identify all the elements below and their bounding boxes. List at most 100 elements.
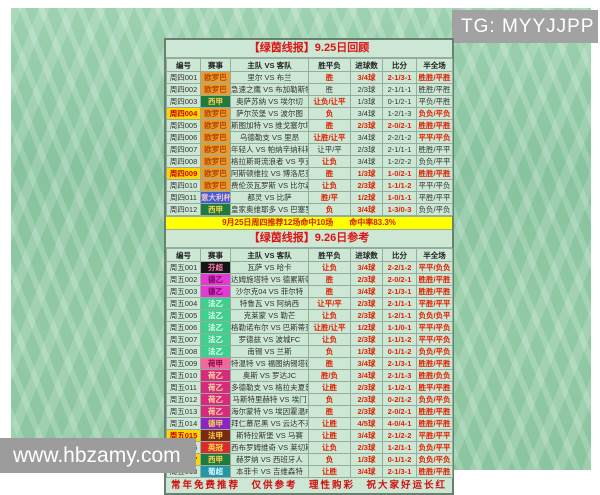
wdl-cell: 胜 — [308, 119, 351, 132]
match-row: 周五001 芬超 瓦萨 VS 哈卡 让负 3/4球 2-2/1-2 平平/负负 — [166, 261, 453, 274]
score-cell: 2-0/2-1 — [382, 119, 417, 132]
htft-cell: 胜胜/平胜 — [416, 83, 453, 96]
match-row: 周四004 欧罗巴 萨尔茨堡 VS 波尔图负 3/4球 1-2/1-3 负负/平负 — [166, 107, 453, 120]
goals-cell: 2/3球 — [350, 119, 383, 132]
match-teams-cell: 乌德勒支 VS 里昂 — [230, 131, 309, 144]
match-teams-cell: 达姆施塔特 VS 德累斯顿 — [230, 273, 309, 286]
column-header: 赛事 — [200, 58, 231, 72]
row-id-cell: 周四006 — [166, 131, 201, 144]
column-header: 进球数 — [350, 248, 383, 262]
htft-cell: 平负/平胜 — [416, 95, 453, 108]
row-id-cell: 周五009 — [166, 357, 201, 370]
wdl-cell: 让负/让平 — [308, 95, 351, 108]
score-cell: 1-3/0-3 — [382, 203, 417, 216]
league-badge: 法甲 — [200, 429, 231, 442]
score-cell: 2-1/2-2 — [382, 429, 417, 442]
wdl-cell: 负 — [308, 453, 351, 466]
row-id-cell: 周五001 — [166, 261, 201, 274]
match-row: 周四010 欧罗巴 费伦茨瓦罗斯 VS 比尔森 让负 2/3球 1-1/1-2 平平/平负 — [166, 179, 453, 192]
goals-cell: 3/4球 — [350, 107, 383, 120]
column-header: 比分 — [382, 58, 417, 72]
score-cell: 0-1/1-2 — [382, 453, 417, 466]
htft-cell: 胜胜/平胜 — [416, 357, 453, 370]
htft-cell: 负负/平平 — [416, 441, 453, 454]
match-teams-cell: 多德勒支 VS 格拉夫夏普 — [230, 381, 309, 394]
match-row: 周五015 法甲 斯特拉斯堡 VS 马赛 让胜 3/4球 2-1/2-2 平胜/平平 — [166, 429, 453, 442]
league-badge: 西甲 — [200, 453, 231, 466]
match-teams-cell: 奥斯 VS 罗达JC — [230, 369, 309, 382]
hit-rate-banner: 9月25日周四推荐12场命中10场 命中率83.3% — [166, 216, 452, 230]
footer-disclaimer: 常年免费推荐 仅供参考 理性购彩 祝大家好运长红 — [170, 480, 447, 491]
wdl-cell: 胜/负 — [308, 369, 351, 382]
review-table-header-row: 编号 赛事 主队 VS 客队 胜平负 进球数 比分 半全场 — [166, 58, 453, 72]
goals-cell: 2/3球 — [350, 143, 383, 156]
column-header: 半全场 — [416, 58, 453, 72]
htft-cell: 胜胜/负负 — [416, 369, 453, 382]
league-badge: 欧罗巴 — [200, 119, 231, 132]
score-cell: 2-1/1-1 — [382, 297, 417, 310]
goals-cell: 1/2球 — [350, 321, 383, 334]
wdl-cell: 胜/平 — [308, 191, 351, 204]
htft-cell: 平胜/平平 — [416, 191, 453, 204]
tip-sheet: 【绿茵线报】9.25日回顾 编号 赛事 主队 VS 客队 胜平负 进球数 比分 半全场 周四… — [164, 38, 454, 495]
league-badge: 葡超 — [200, 465, 231, 478]
match-row: 周五004 法乙 特鲁瓦 VS 阿纳西 让平/平 2/3球 2-1/1-1 平胜/平平 — [166, 297, 453, 310]
goals-cell: 3/4球 — [350, 261, 383, 274]
htft-cell: 平平/平负 — [416, 131, 453, 144]
match-teams-cell: 格勒诺布尔 VS 巴斯蒂亚 — [230, 321, 309, 334]
goals-cell: 2/3球 — [350, 333, 383, 346]
match-teams-cell: 赫罗纳 VS 西班牙人 — [230, 453, 309, 466]
score-cell: 2-1/3-1 — [382, 357, 417, 370]
row-id-cell: 周四011 — [166, 191, 201, 204]
score-cell: 1-1/0-1 — [382, 321, 417, 334]
league-badge: 法乙 — [200, 333, 231, 346]
score-cell: 1-2/1-3 — [382, 107, 417, 120]
wdl-cell: 胜 — [308, 357, 351, 370]
score-cell: 1-1/1-2 — [382, 333, 417, 346]
column-header: 胜平负 — [308, 58, 351, 72]
match-teams-cell: 特鲁瓦 VS 阿纳西 — [230, 297, 309, 310]
score-cell: 2-1/1-3 — [382, 369, 417, 382]
row-id-cell: 周四003 — [166, 95, 201, 108]
goals-cell: 4/5球 — [350, 417, 383, 430]
row-id-cell: 周五003 — [166, 285, 201, 298]
score-cell: 1-1/2-1 — [382, 381, 417, 394]
match-teams-cell: 南锡 VS 兰斯 — [230, 345, 309, 358]
league-badge: 欧罗巴 — [200, 131, 231, 144]
goals-cell: 3/4球 — [350, 429, 383, 442]
htft-cell: 平胜/平平 — [416, 429, 453, 442]
match-teams-cell: 都灵 VS 比萨 — [230, 191, 309, 204]
match-teams-cell: 海尔蒙特 VS 埃因霍温FC — [230, 405, 309, 418]
goals-cell: 2/3球 — [350, 405, 383, 418]
match-row: 周四011 意大利杯 都灵 VS 比萨 胜/平 1/2球 1-0/1-1 平胜/平平 — [166, 191, 453, 204]
match-row: 周五016英冠西布罗姆维奇 VS 莱切斯特城让负2/3球1-2/1-1负负/平平 — [166, 441, 453, 454]
htft-cell: 胜胜/平平 — [416, 143, 453, 156]
column-header: 编号 — [166, 248, 201, 262]
wdl-cell: 胜 — [308, 273, 351, 286]
league-badge: 荷乙 — [200, 393, 231, 406]
row-id-cell: 周五004 — [166, 297, 201, 310]
league-badge: 荷乙 — [200, 381, 231, 394]
htft-cell: 平胜/平平 — [416, 297, 453, 310]
match-row: 周五003 德乙 沙尔克04 VS 菲尔特胜 3/4球 2-1/3-1 胜胜/平胜 — [166, 285, 453, 298]
goals-cell: 2/3球 — [350, 309, 383, 322]
wdl-cell: 让负 — [308, 333, 351, 346]
score-cell: 2-1/1-1 — [382, 83, 417, 96]
htft-cell: 胜胜/平胜 — [416, 465, 453, 478]
wdl-cell: 让胜 — [308, 417, 351, 430]
match-row: 周五013 荷乙 海尔蒙特 VS 埃因霍温FC 胜 2/3球 2-0/2-1 胜胜/平胜 — [166, 405, 453, 418]
row-id-cell: 周五002 — [166, 273, 201, 286]
row-id-cell: 周五010 — [166, 369, 201, 382]
match-row: 周四001 欧罗巴 里尔 VS 布兰胜 3/4球 2-1/3-1 胜胜/平胜 — [166, 71, 453, 84]
league-badge: 欧罗巴 — [200, 143, 231, 156]
column-header: 主队 VS 客队 — [230, 58, 309, 72]
score-cell: 1-1/1-2 — [382, 179, 417, 192]
wdl-cell: 胜 — [308, 83, 351, 96]
league-badge: 荷甲 — [200, 357, 231, 370]
column-header: 比分 — [382, 248, 417, 262]
league-badge: 英冠 — [200, 441, 231, 454]
column-header: 编号 — [166, 58, 201, 72]
row-id-cell: 周五008 — [166, 345, 201, 358]
goals-cell: 2/3球 — [350, 393, 383, 406]
